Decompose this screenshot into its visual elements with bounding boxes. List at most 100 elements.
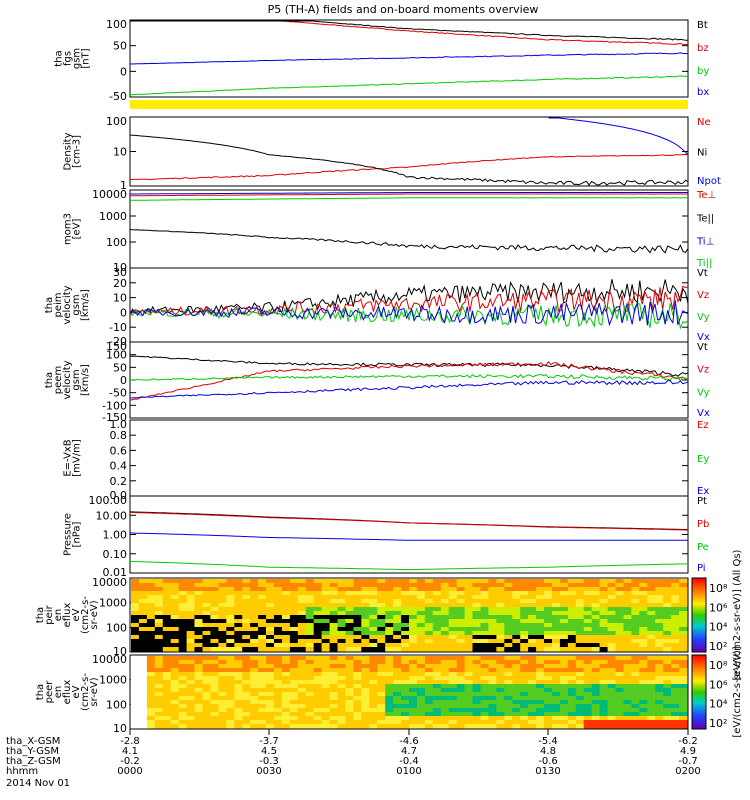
spectro-cell bbox=[242, 579, 251, 584]
spectro-cell bbox=[154, 660, 164, 665]
spectro-cell bbox=[377, 647, 386, 652]
spectro-cell bbox=[234, 615, 243, 620]
spectro-cell bbox=[305, 688, 315, 693]
spectro-cell bbox=[647, 627, 656, 632]
spectro-cell bbox=[432, 583, 442, 588]
spectro-cell bbox=[599, 676, 609, 681]
spectro-cell bbox=[456, 595, 466, 600]
spectro-cell bbox=[297, 664, 307, 669]
spectro-cell bbox=[146, 660, 156, 665]
spectro-cell bbox=[599, 579, 609, 584]
spectro-cell bbox=[393, 704, 402, 709]
spectro-cell bbox=[504, 672, 513, 677]
spectro-cell bbox=[226, 599, 235, 604]
spectro-cell bbox=[416, 704, 426, 709]
spectro-cell bbox=[377, 635, 386, 640]
spectro-cell bbox=[202, 615, 211, 620]
spectro-cell bbox=[345, 704, 354, 709]
spectro-cell bbox=[631, 712, 640, 717]
spectro-cell bbox=[234, 627, 243, 632]
spectro-cell bbox=[552, 615, 561, 620]
spectro-cell bbox=[607, 643, 617, 648]
spectro-cell bbox=[345, 656, 354, 661]
spectro-cell bbox=[393, 724, 402, 729]
spectro-cell bbox=[671, 668, 680, 673]
spectro-cell bbox=[607, 615, 617, 620]
spectro-cell bbox=[567, 664, 577, 669]
spectro-cell bbox=[178, 623, 188, 628]
spectro-cell bbox=[599, 688, 609, 693]
spectro-cell bbox=[488, 643, 497, 648]
spectro-cell bbox=[226, 708, 235, 713]
spectro-cell bbox=[297, 599, 307, 604]
spectro-cell bbox=[623, 643, 632, 648]
spectro-cell bbox=[178, 716, 188, 721]
footer-row-label: tha_Z-GSM bbox=[6, 756, 61, 767]
spectro-cell bbox=[512, 664, 521, 669]
spectro-cell bbox=[575, 607, 585, 612]
spectro-cell bbox=[663, 583, 672, 588]
spectro-cell bbox=[512, 676, 521, 681]
spectro-cell bbox=[361, 639, 370, 644]
legend-entry: Vy bbox=[697, 387, 710, 398]
spectro-cell bbox=[266, 656, 275, 661]
spectro-cell bbox=[250, 720, 259, 725]
spectro-cell bbox=[250, 599, 259, 604]
spectro-cell bbox=[345, 599, 354, 604]
spectro-cell bbox=[345, 587, 354, 592]
spectro-cell bbox=[218, 591, 227, 596]
spectro-cell bbox=[289, 583, 299, 588]
spectro-cell bbox=[401, 720, 410, 725]
spectro-cell bbox=[210, 684, 219, 689]
spectro-cell bbox=[401, 696, 410, 701]
spectro-cell bbox=[313, 672, 323, 677]
y-axis-label: mom3 bbox=[63, 213, 74, 245]
spectro-cell bbox=[186, 639, 196, 644]
spectro-cell bbox=[671, 627, 680, 632]
spectro-cell bbox=[440, 724, 450, 729]
spectro-cell bbox=[552, 611, 561, 616]
spectro-cell bbox=[186, 708, 196, 713]
spectro-cell bbox=[575, 692, 585, 697]
spectro-cell bbox=[377, 672, 386, 677]
spectro-cell bbox=[663, 603, 672, 608]
spectro-cell bbox=[464, 724, 474, 729]
spectro-cell bbox=[464, 656, 474, 661]
spectro-cell bbox=[218, 615, 227, 620]
spectro-cell bbox=[258, 587, 267, 592]
spectro-cell bbox=[258, 583, 267, 588]
spectro-cell bbox=[607, 684, 617, 689]
spectro-cell bbox=[631, 708, 640, 713]
spectro-cell bbox=[567, 631, 577, 636]
spectro-cell bbox=[623, 708, 632, 713]
spectro-cell bbox=[488, 631, 497, 636]
spectro-cell bbox=[369, 615, 378, 620]
spectro-cell bbox=[599, 716, 609, 721]
spectro-cell bbox=[480, 635, 489, 640]
spectro-cell bbox=[401, 623, 410, 628]
spectro-cell bbox=[464, 599, 474, 604]
spectro-cell bbox=[575, 720, 585, 725]
spectro-cell bbox=[226, 591, 235, 596]
spectro-cell bbox=[424, 676, 434, 681]
spectro-cell bbox=[289, 619, 299, 624]
spectro-cell bbox=[528, 627, 537, 632]
spectro-cell bbox=[361, 615, 370, 620]
spectro-cell bbox=[679, 724, 688, 729]
spectro-cell bbox=[496, 672, 505, 677]
spectro-cell bbox=[242, 700, 251, 705]
spectro-cell bbox=[448, 631, 458, 636]
spectro-cell bbox=[655, 595, 664, 600]
spectro-cell bbox=[337, 579, 346, 584]
spectro-cell bbox=[194, 599, 203, 604]
spectro-cell bbox=[663, 643, 672, 648]
panel-pressure: 100.0010.001.000.100.01Pressure[nPa]PtPb… bbox=[63, 494, 710, 579]
spectro-cell bbox=[496, 595, 505, 600]
spectro-cell bbox=[424, 680, 434, 685]
spectro-cell bbox=[337, 688, 346, 693]
spectro-cell bbox=[552, 720, 561, 725]
spectro-cell bbox=[536, 595, 545, 600]
spectro-cell bbox=[663, 595, 672, 600]
spectro-cell bbox=[559, 724, 569, 729]
y-axis-label: peir bbox=[44, 604, 55, 624]
